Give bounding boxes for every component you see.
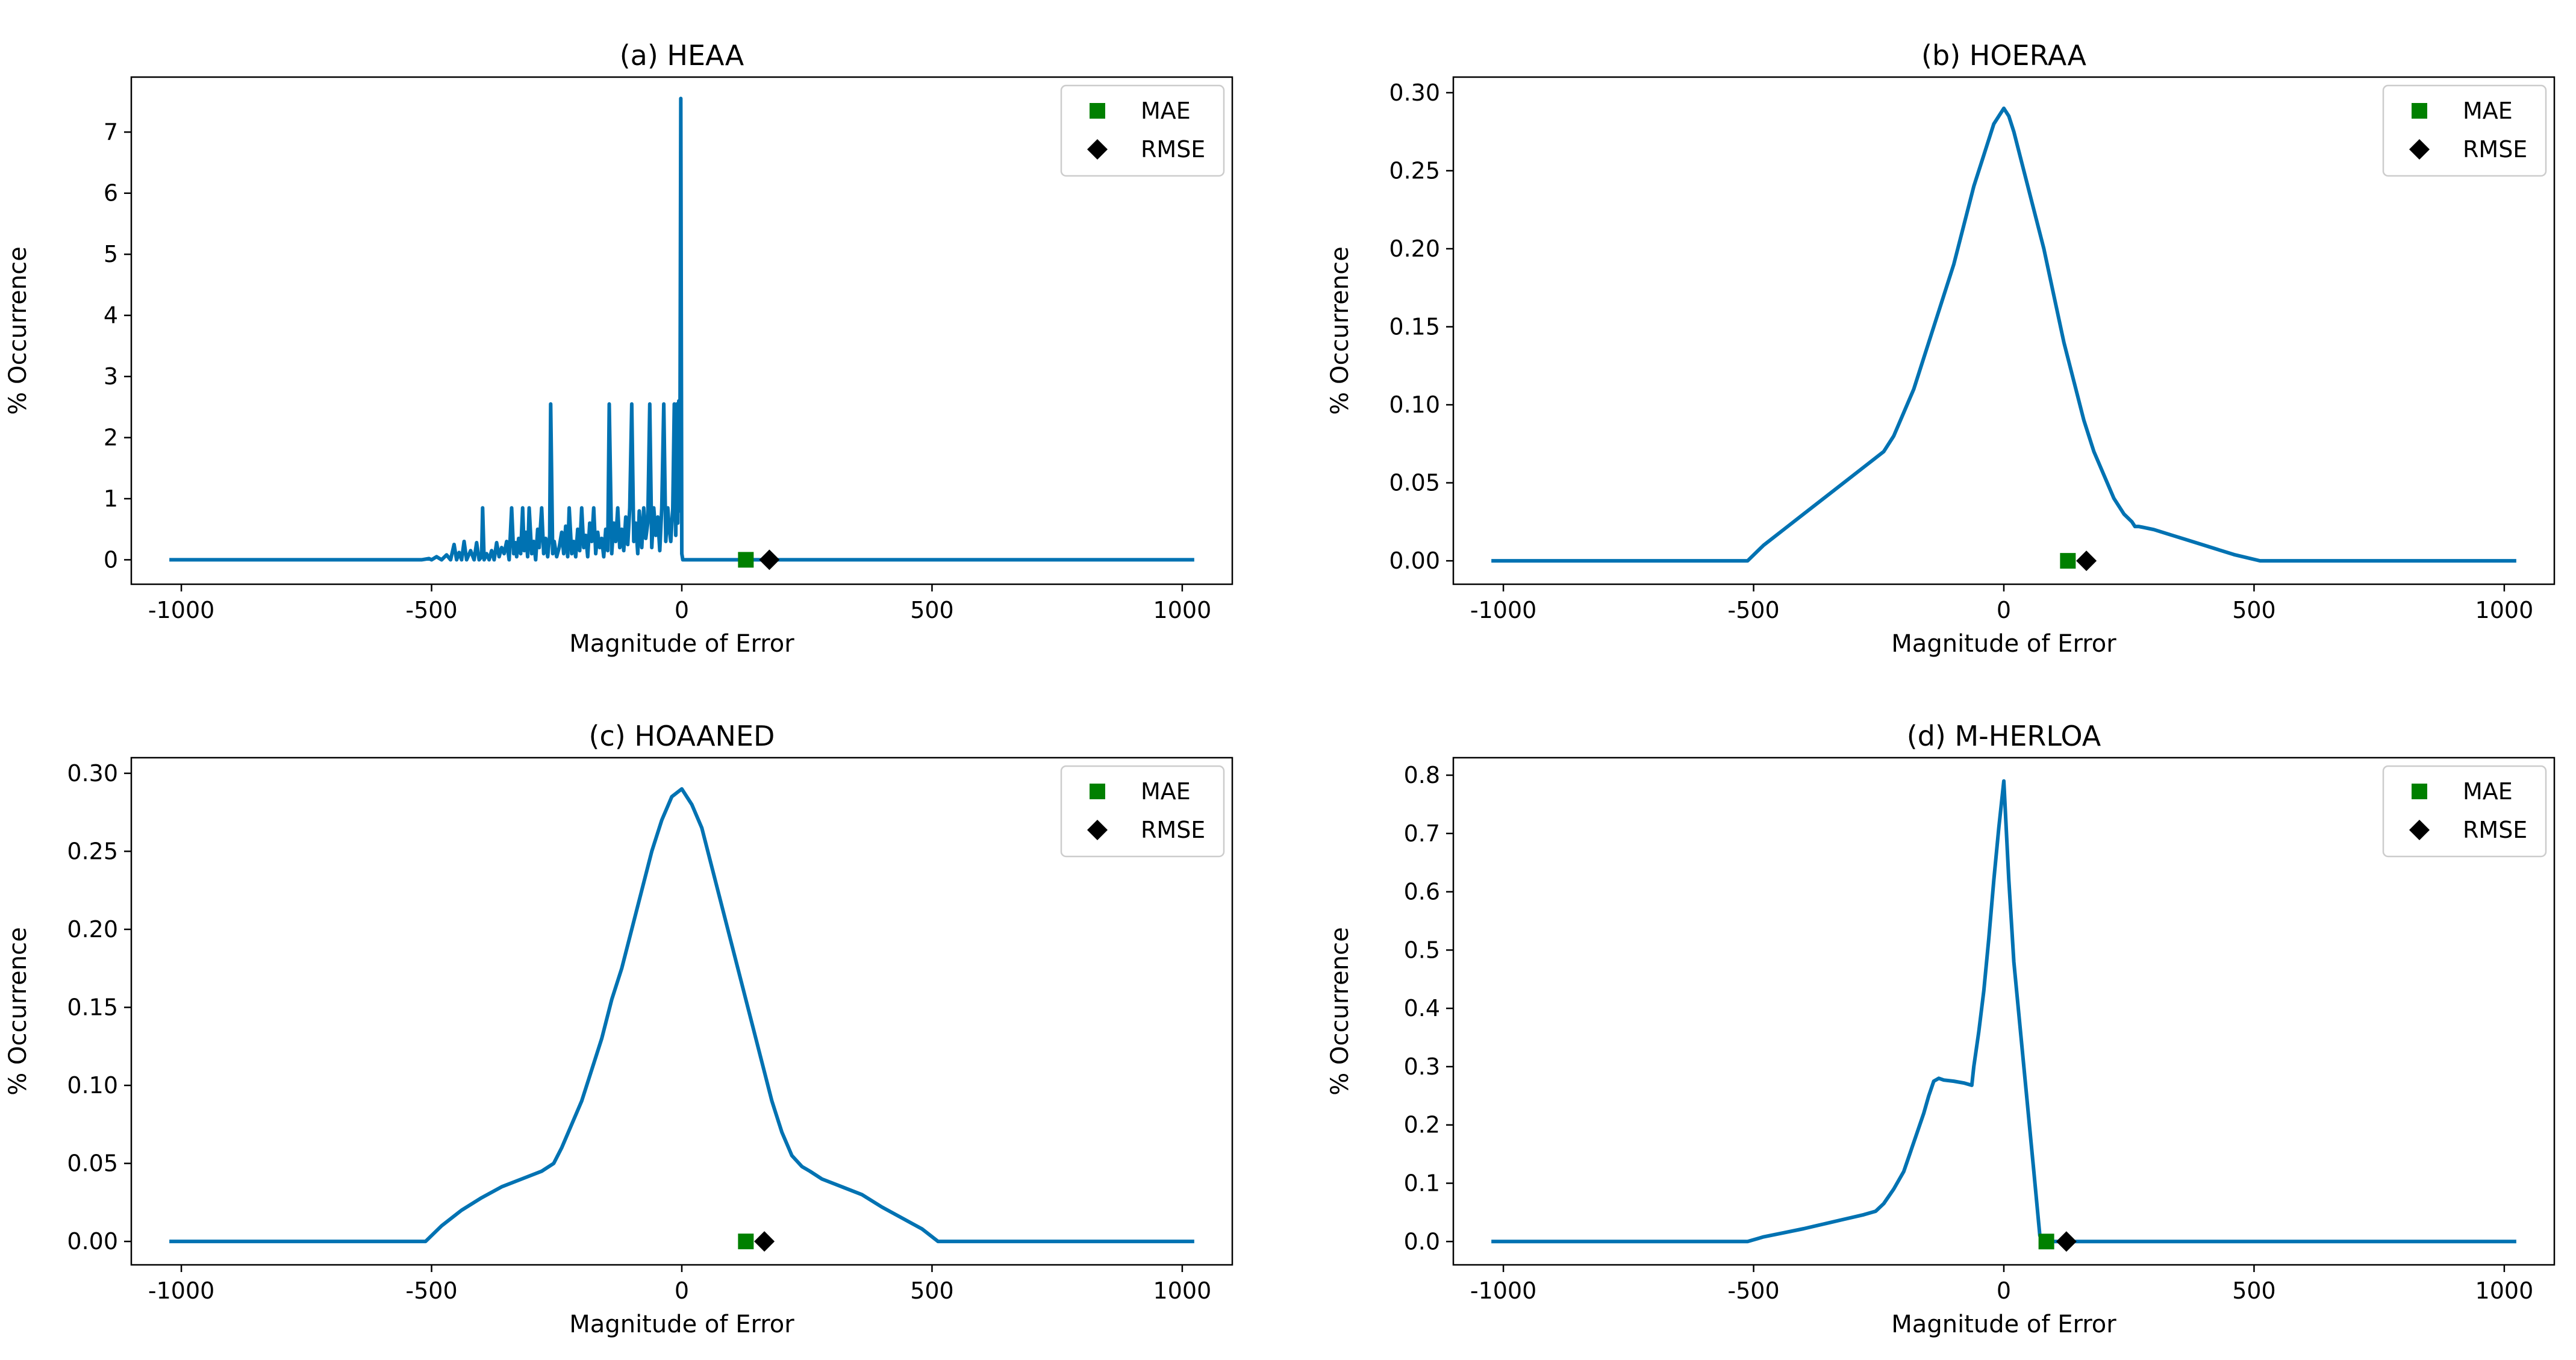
y-tick-label: 2	[104, 425, 118, 451]
series-line-0	[1491, 106, 2516, 563]
chart-panel-2: -1000 -500 0 500 1000 0.00 0.05 0.10 0.15 0.20 0.2…	[4, 720, 1233, 1338]
legend-mae-swatch	[1090, 103, 1105, 119]
y-tick-label: 0.4	[1404, 995, 1440, 1022]
y-axis-label: % Occurrence	[1326, 246, 1354, 414]
x-tick-label: 1000	[1153, 597, 1212, 623]
chart-title: (a) HEAA	[620, 39, 744, 72]
legend-label: MAE	[2463, 778, 2513, 805]
legend-rmse-swatch	[1087, 139, 1108, 160]
x-tick-label: -1000	[1470, 1277, 1536, 1304]
x-tick-label: 500	[2232, 597, 2276, 623]
x-tick-label: 1000	[2475, 1277, 2534, 1304]
chart-panel-0: -1000 -500 0 500 1000 0 1 2 3 4 5 6 7 (a) HEAA Magnitu…	[4, 39, 1233, 658]
legend-rmse-swatch	[2409, 139, 2430, 160]
mae-marker	[2060, 553, 2076, 569]
series-line-0	[1491, 779, 2516, 1244]
y-tick-label: 0.05	[1389, 470, 1440, 496]
y-tick-label: 0.0	[1404, 1228, 1440, 1255]
legend-rmse-swatch	[1087, 820, 1108, 840]
x-tick-label: 1000	[2475, 597, 2534, 623]
x-tick-label: -500	[405, 597, 457, 623]
y-tick-label: 6	[104, 180, 118, 207]
legend-label: MAE	[1141, 778, 1191, 805]
x-tick-label: 500	[2232, 1277, 2276, 1304]
y-axis-label: % Occurrence	[4, 927, 32, 1095]
chart-panel-3: -1000 -500 0 500 1000 0.0 0.1 0.2 0.3 0.4 0.5 0.6 0.…	[1326, 720, 2556, 1338]
y-tick-label: 0.10	[1389, 391, 1440, 418]
y-tick-label: 1	[104, 485, 118, 512]
series-line-0	[169, 787, 1194, 1244]
legend-label: MAE	[1141, 98, 1191, 124]
x-tick-label: -500	[1727, 597, 1779, 623]
legend-label: RMSE	[2463, 817, 2527, 843]
y-tick-label: 0.00	[1389, 547, 1440, 574]
x-tick-label: 0	[675, 597, 689, 623]
y-tick-label: 0.2	[1404, 1112, 1440, 1138]
x-tick-label: 1000	[1153, 1277, 1212, 1304]
rmse-marker	[2076, 551, 2097, 572]
rmse-marker	[2056, 1231, 2077, 1252]
y-tick-label: 0.6	[1404, 879, 1440, 905]
y-tick-label: 0.10	[67, 1072, 118, 1099]
y-tick-label: 7	[104, 119, 118, 145]
legend-mae-swatch	[2412, 784, 2427, 799]
x-axis-label: Magnitude of Error	[1891, 630, 2116, 658]
chart-title: (c) HOAANED	[589, 720, 775, 752]
x-tick-label: 0	[1997, 1277, 2011, 1304]
x-tick-label: -500	[1727, 1277, 1779, 1304]
x-tick-label: -1000	[148, 597, 214, 623]
y-tick-label: 0.7	[1404, 820, 1440, 847]
x-tick-label: -500	[405, 1277, 457, 1304]
legend-label: RMSE	[1141, 136, 1205, 163]
y-tick-label: 0.1	[1404, 1170, 1440, 1197]
x-tick-label: -1000	[148, 1277, 214, 1304]
chart-panel-1: -1000 -500 0 500 1000 0.00 0.05 0.10 0.15 0.20 0.2…	[1326, 39, 2556, 658]
y-tick-label: 3	[104, 363, 118, 390]
x-tick-label: -1000	[1470, 597, 1536, 623]
y-tick-label: 0.05	[67, 1150, 118, 1177]
x-axis-label: Magnitude of Error	[569, 1311, 794, 1338]
y-axis-label: % Occurrence	[1326, 927, 1354, 1095]
legend-label: RMSE	[2463, 136, 2527, 163]
x-tick-label: 500	[910, 1277, 954, 1304]
y-tick-label: 5	[104, 241, 118, 267]
x-tick-label: 0	[1997, 597, 2011, 623]
y-tick-label: 0.8	[1404, 762, 1440, 788]
y-axis-label: % Occurrence	[4, 246, 32, 414]
legend-label: RMSE	[1141, 817, 1205, 843]
rmse-marker	[754, 1231, 775, 1252]
mae-marker	[2038, 1234, 2054, 1250]
x-tick-label: 0	[675, 1277, 689, 1304]
x-tick-label: 500	[910, 597, 954, 623]
x-axis-label: Magnitude of Error	[1891, 1311, 2116, 1338]
chart-title: (d) M-HERLOA	[1907, 720, 2101, 752]
y-tick-label: 0.25	[1389, 157, 1440, 184]
y-tick-label: 0.30	[67, 760, 118, 787]
legend-label: MAE	[2463, 98, 2513, 124]
x-axis-label: Magnitude of Error	[569, 630, 794, 658]
mae-marker	[738, 552, 754, 568]
legend-mae-swatch	[2412, 103, 2427, 119]
legend-mae-swatch	[1090, 784, 1105, 799]
y-tick-label: 0	[104, 546, 118, 573]
mae-marker	[738, 1234, 754, 1250]
series-line-0	[169, 96, 1194, 562]
y-tick-label: 0.5	[1404, 937, 1440, 963]
y-tick-label: 0.20	[1389, 236, 1440, 262]
y-tick-label: 0.30	[1389, 80, 1440, 106]
y-tick-label: 4	[104, 302, 118, 329]
y-tick-label: 0.15	[67, 994, 118, 1021]
y-tick-label: 0.25	[67, 838, 118, 864]
chart-title: (b) HOERAA	[1921, 39, 2086, 72]
y-tick-label: 0.3	[1404, 1053, 1440, 1080]
y-tick-label: 0.20	[67, 916, 118, 943]
legend-rmse-swatch	[2409, 820, 2430, 840]
y-tick-label: 0.00	[67, 1228, 118, 1255]
y-tick-label: 0.15	[1389, 314, 1440, 340]
rmse-marker	[759, 549, 780, 570]
